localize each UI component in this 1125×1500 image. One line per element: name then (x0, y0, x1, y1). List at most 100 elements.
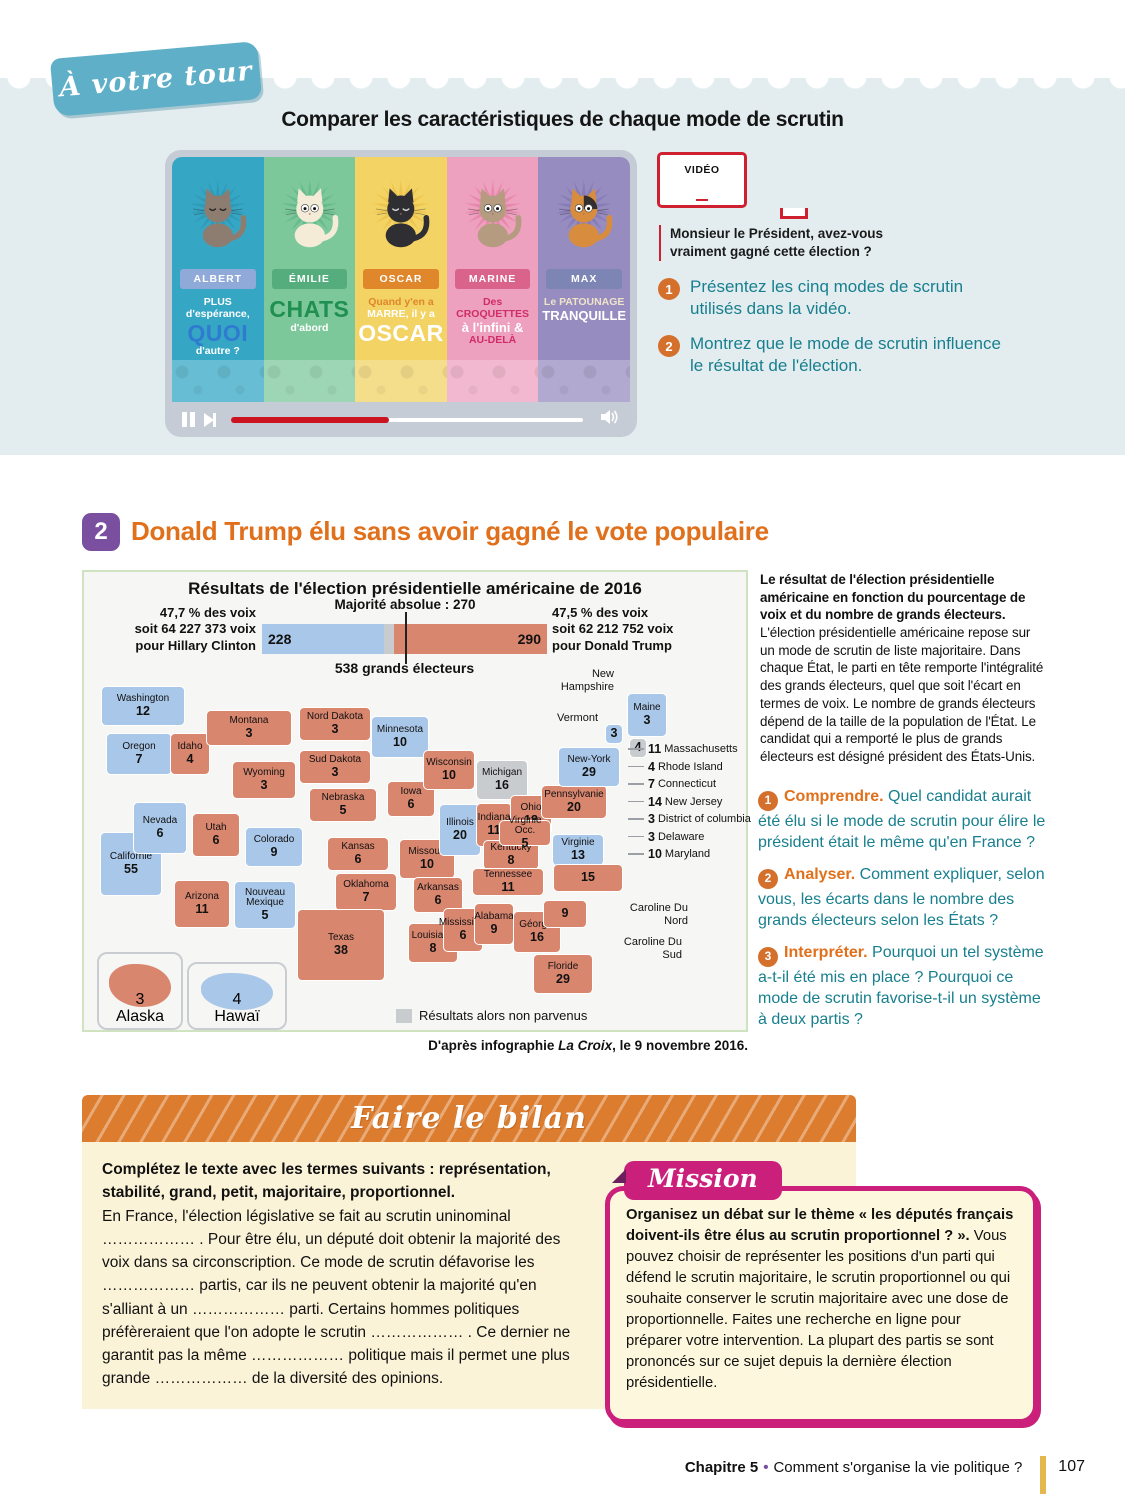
cat-panel-émilie: ÉMILIE CHATS d'abord (263, 157, 356, 402)
map-legend: Résultats alors non parvenus (396, 1008, 587, 1023)
state-name: Nebraska (321, 792, 365, 804)
state-votes: 14 (648, 794, 662, 809)
state-name: Louisiane (411, 930, 455, 942)
state-tile-virginie-occ-: Virginie Occ. 5 (499, 815, 551, 850)
mission-text: Organisez un débat sur le thème « les dé… (626, 1207, 1014, 1391)
mission-box: Mission Organisez un débat sur le thème … (605, 1161, 1038, 1424)
state-votes: 4 (186, 751, 194, 766)
state-tile-wyoming: Wyoming 3 (232, 761, 296, 799)
state-tile-montana: Montana 3 (206, 710, 292, 746)
callout-line (628, 783, 644, 785)
state-votes: 6 (434, 892, 442, 907)
state-name: Kentucky (490, 842, 532, 854)
state-tile-new-hampshire: 4 (629, 738, 647, 758)
pause-icon[interactable] (182, 412, 195, 427)
cat-panel-marine: MARINE Des CROQUETTES à l'infini & AU-DELÀ (446, 157, 539, 402)
state-name: Montana (229, 715, 269, 727)
state-votes: 29 (556, 971, 570, 986)
progress-bar[interactable] (231, 416, 583, 423)
question-number: 2 (758, 869, 778, 890)
state-tile-nouveau-mexique: Nouveau Mexique 5 (234, 881, 296, 929)
state-name: Virginie (561, 837, 595, 849)
state-name: Connecticut (657, 778, 717, 790)
state-tile-floride: Floride 29 (533, 954, 593, 994)
activity-banner-label: À votre tour (58, 55, 254, 103)
state-tile-washington: Washington 12 (101, 686, 185, 726)
callout-line (628, 835, 644, 838)
state-votes: 6 (354, 851, 362, 866)
cat-name-ribbon: OSCAR (363, 269, 439, 289)
state-name: Alabama (474, 911, 514, 923)
bar-segment-trump: 290 (393, 624, 547, 654)
state-votes: 4 (635, 741, 642, 754)
question-number: 3 (758, 947, 778, 968)
state-votes: 3 (245, 725, 253, 740)
state-votes: 3 (331, 764, 339, 779)
cat-illustration (544, 159, 624, 267)
skip-next-icon[interactable] (204, 412, 216, 427)
footer-separator: • (763, 1458, 769, 1476)
bilan-title: Faire le bilan (351, 1101, 587, 1136)
cat-slogan: Des CROQUETTES à l'infini & AU-DELÀ (456, 296, 530, 347)
inset-hawaï: 4 Hawaï (187, 962, 287, 1030)
question-skill: Comprendre. (784, 788, 884, 805)
question-text: Pourquoi un tel système a-t-il été mis e… (758, 944, 1044, 1029)
northeast-state-row: 4 Rhode Island (628, 760, 751, 774)
state-votes: 6 (156, 825, 164, 840)
state-callout-label: Vermont (557, 712, 598, 724)
state-votes: 9 (561, 906, 569, 921)
cat-panel-max: MAX Le PATOUNAGE TRANQUILLE (538, 157, 630, 402)
video-player[interactable]: ALBERT PLUS d'espérance, QUOI d'autre ? ÉMI… (165, 150, 637, 437)
state-tile-tennessee: Tennessee 11 (472, 868, 544, 896)
state-votes: 16 (495, 777, 509, 792)
mission-title: Mission (648, 1164, 758, 1193)
state-name: Idaho (177, 741, 203, 753)
state-tile-nevada: Nevada 6 (133, 802, 187, 854)
callout-line (628, 853, 644, 855)
state-votes: 11 (501, 879, 515, 894)
cat-illustration (361, 159, 441, 267)
northeast-state-row: 7 Connecticut (628, 777, 751, 791)
cat-illustration (270, 159, 350, 267)
state-tile-caroline-du-sud: 9 (543, 900, 587, 928)
state-name: Massachusetts (664, 743, 738, 755)
video-thumbnail[interactable]: ALBERT PLUS d'espérance, QUOI d'autre ? ÉMI… (172, 157, 630, 402)
state-name: Floride (547, 961, 579, 973)
document-commentary: Le résultat de l'élection présidentielle… (760, 571, 1044, 766)
state-votes: 5 (261, 907, 269, 922)
state-name: Washington (116, 693, 170, 705)
callout-line (628, 765, 644, 768)
state-name: Virginie Occ. (508, 814, 542, 837)
state-tile-minnesota: Minnesota 10 (371, 716, 429, 758)
bar-segment-pending (383, 624, 394, 654)
majority-line (405, 612, 408, 664)
cat-slogan: Le PATOUNAGE TRANQUILLE (542, 296, 627, 323)
state-name: Arkansas (417, 882, 459, 894)
state-votes: 5 (339, 802, 347, 817)
state-tile-vermont: 3 (605, 724, 623, 744)
cat-illustration (453, 159, 533, 267)
state-tile-arizona: Arizona 11 (174, 880, 230, 928)
state-votes: 10 (420, 856, 434, 871)
state-votes: 15 (581, 870, 595, 885)
state-tile-oregon: Oregon 7 (106, 733, 172, 775)
state-name: Oregon (122, 741, 156, 753)
video-monitor-icon: VIDÉO (657, 152, 747, 208)
state-votes: 4 (648, 759, 655, 774)
state-votes: 38 (334, 942, 348, 957)
video-questions: 1 Présentez les cinq modes de scrutin uti… (658, 276, 1008, 377)
state-name: Kansas (341, 841, 375, 853)
state-name: Illinois (446, 817, 474, 829)
bilan-exercise: Complétez le texte avec les termes suiva… (102, 1158, 582, 1391)
volume-icon[interactable] (600, 408, 620, 431)
state-tile-maine: Maine 3 (627, 693, 667, 737)
panel-decoration (263, 360, 356, 402)
cat-slogan: CHATS d'abord (269, 296, 350, 334)
callout-line (628, 800, 644, 803)
state-name: Ohio (520, 802, 542, 814)
state-name: Géorgie (519, 919, 555, 931)
state-name: Mississippi (438, 917, 488, 929)
majority-label: Majorité absolue : 270 (334, 597, 476, 612)
question-item: 1 Comprendre. Quel candidat aurait été él… (758, 786, 1050, 853)
